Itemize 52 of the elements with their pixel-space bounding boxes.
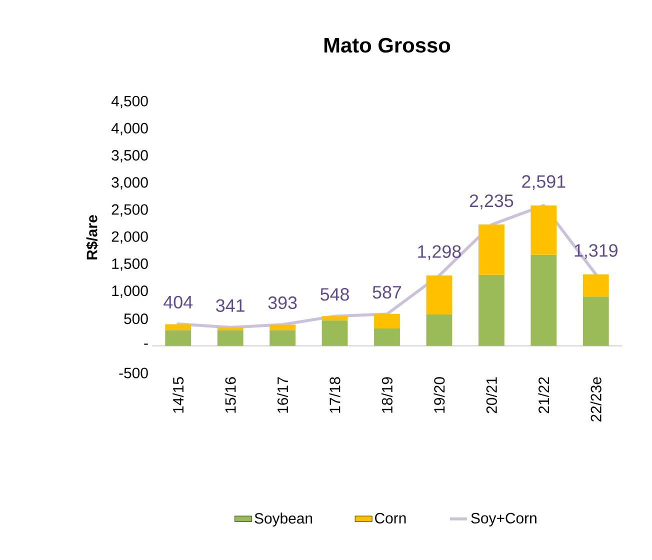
y-tick-label: 3,500 xyxy=(112,150,148,162)
data-label: 587 xyxy=(372,286,402,299)
y-tick-label: - xyxy=(144,344,148,345)
data-label: 1,298 xyxy=(418,245,461,260)
y-tick-label: 500 xyxy=(124,314,148,324)
data-label: 393 xyxy=(268,296,297,310)
x-tick-label: 17/18 xyxy=(329,377,340,413)
bar xyxy=(270,330,296,346)
bar xyxy=(426,314,452,346)
y-tick-label: 1,500 xyxy=(112,258,148,271)
bar xyxy=(270,324,296,330)
data-label: 548 xyxy=(320,288,349,301)
bar xyxy=(374,328,400,346)
bar xyxy=(426,275,452,314)
data-label: 2,591 xyxy=(522,175,566,190)
bar xyxy=(322,316,348,320)
y-tick-label: -500 xyxy=(119,368,148,378)
x-tick-label: 22/23e xyxy=(590,377,602,422)
bar xyxy=(374,314,400,329)
x-tick-label: 20/21 xyxy=(486,377,497,414)
bar xyxy=(217,327,244,330)
y-tick-label: 2,000 xyxy=(112,231,148,244)
legend-label: Soy+Corn xyxy=(471,512,536,526)
bar xyxy=(530,254,557,346)
data-label: 1,319 xyxy=(574,244,618,259)
bar xyxy=(478,274,504,346)
x-tick-label: 14/15 xyxy=(172,377,184,413)
legend-label: Corn xyxy=(375,512,406,524)
data-label: 341 xyxy=(216,299,244,312)
chart-title: Mato Grosso xyxy=(324,38,450,53)
bar xyxy=(582,274,609,297)
x-tick-label: 15/16 xyxy=(224,377,236,413)
bar xyxy=(165,324,192,330)
bar xyxy=(217,330,244,346)
bar xyxy=(478,224,504,275)
x-tick-label: 21/22 xyxy=(538,377,550,414)
y-tick-label: 4,500 xyxy=(111,96,148,108)
bar xyxy=(530,206,557,255)
bar xyxy=(165,330,192,346)
legend-label: Soybean xyxy=(254,512,312,527)
x-tick-label: 16/17 xyxy=(277,377,288,413)
y-tick-label: 3,000 xyxy=(112,177,148,190)
y-tick-label: 1,000 xyxy=(112,286,148,298)
y-tick-label: 4,000 xyxy=(111,122,148,136)
data-label: 404 xyxy=(164,296,193,309)
y-tick-label: 2,500 xyxy=(112,204,148,217)
bar xyxy=(582,296,609,346)
data-label: 2,235 xyxy=(470,194,514,210)
x-tick-label: 19/20 xyxy=(434,377,445,413)
bar xyxy=(322,320,348,346)
y-axis-title: R$/are xyxy=(86,215,98,260)
x-tick-label: 18/19 xyxy=(382,377,392,413)
